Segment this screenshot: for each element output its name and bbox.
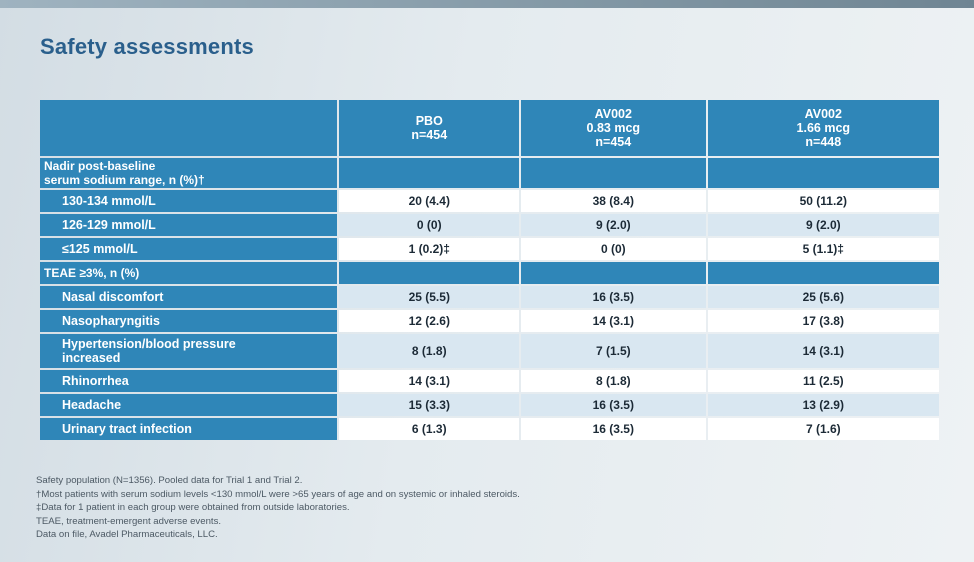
- section-empty-cell: [707, 262, 939, 284]
- row-label: Urinary tract infection: [40, 418, 338, 440]
- table-cell: 16 (3.5): [521, 394, 706, 416]
- table-cell: 17 (3.8): [707, 310, 939, 332]
- row-label: 126-129 mmol/L: [40, 214, 338, 236]
- column-header-av002-083: AV002 0.83 mcg n=454: [521, 100, 706, 156]
- section-label-line: serum sodium range, n (%)†: [44, 173, 205, 187]
- table-cell: 8 (1.8): [339, 334, 520, 368]
- table-cell: 25 (5.5): [339, 286, 520, 308]
- footnote: TEAE, treatment-emergent adverse events.: [36, 515, 222, 527]
- row-label: Headache: [40, 394, 338, 416]
- column-header-line: n=454: [411, 128, 448, 142]
- table-cell: 9 (2.0): [707, 214, 939, 236]
- section-empty-cell: [339, 262, 520, 284]
- row-label: Hypertension/blood pressure increased: [40, 334, 338, 368]
- section-label: Nadir post-baseline serum sodium range, …: [40, 158, 338, 188]
- section-header-sodium: Nadir post-baseline serum sodium range, …: [40, 158, 939, 188]
- row-label-line: Hypertension/blood pressure: [62, 337, 236, 351]
- table-row: Hypertension/blood pressure increased 8 …: [40, 334, 939, 368]
- table-cell: 50 (11.2): [707, 190, 939, 212]
- table-cell: 0 (0): [521, 238, 706, 260]
- table-cell: 8 (1.8): [521, 370, 706, 392]
- row-label: Nasopharyngitis: [40, 310, 338, 332]
- column-header-line: 0.83 mcg: [586, 121, 641, 135]
- header-row: PBO n=454 AV002 0.83 mcg n=454 AV002 1.6…: [40, 100, 939, 156]
- column-header-line: AV002: [594, 107, 632, 121]
- table-cell: 14 (3.1): [707, 334, 939, 368]
- column-header-line: n=448: [805, 135, 842, 149]
- table-cell: 20 (4.4): [339, 190, 520, 212]
- table-cell: 16 (3.5): [521, 418, 706, 440]
- table-row: Nasopharyngitis 12 (2.6) 14 (3.1) 17 (3.…: [40, 310, 939, 332]
- row-label: Nasal discomfort: [40, 286, 338, 308]
- table-row: Nasal discomfort 25 (5.5) 16 (3.5) 25 (5…: [40, 286, 939, 308]
- table-row: Headache 15 (3.3) 16 (3.5) 13 (2.9): [40, 394, 939, 416]
- table-cell: 7 (1.5): [521, 334, 706, 368]
- footnote: †Most patients with serum sodium levels …: [36, 488, 520, 500]
- table-cell: 5 (1.1)‡: [707, 238, 939, 260]
- table-cell: 25 (5.6): [707, 286, 939, 308]
- footnote: ‡Data for 1 patient in each group were o…: [36, 502, 350, 513]
- footnotes: Safety population (N=1356). Pooled data …: [36, 474, 936, 542]
- table-row: Urinary tract infection 6 (1.3) 16 (3.5)…: [40, 418, 939, 440]
- table-row: ≤125 mmol/L 1 (0.2)‡ 0 (0) 5 (1.1)‡: [40, 238, 939, 260]
- row-label-line: increased: [62, 351, 121, 365]
- column-header-line: n=454: [595, 135, 632, 149]
- section-header-teae: TEAE ≥3%, n (%): [40, 262, 939, 284]
- table-row: Rhinorrhea 14 (3.1) 8 (1.8) 11 (2.5): [40, 370, 939, 392]
- footnote: Data on file, Avadel Pharmaceuticals, LL…: [36, 529, 218, 540]
- slide-top-border: [0, 0, 974, 8]
- row-label: 130-134 mmol/L: [40, 190, 338, 212]
- table-cell: 14 (3.1): [521, 310, 706, 332]
- slide-title: Safety assessments: [40, 34, 254, 59]
- section-empty-cell: [707, 158, 939, 188]
- column-header-av002-166: AV002 1.66 mcg n=448: [707, 100, 939, 156]
- table-cell: 1 (0.2)‡: [339, 238, 520, 260]
- row-label: Rhinorrhea: [40, 370, 338, 392]
- section-empty-cell: [521, 262, 706, 284]
- section-empty-cell: [521, 158, 706, 188]
- section-label-line: Nadir post-baseline: [44, 159, 156, 173]
- table-cell: 6 (1.3): [339, 418, 520, 440]
- table-row: 126-129 mmol/L 0 (0) 9 (2.0) 9 (2.0): [40, 214, 939, 236]
- column-header-pbo: PBO n=454: [339, 100, 520, 156]
- table-row: 130-134 mmol/L 20 (4.4) 38 (8.4) 50 (11.…: [40, 190, 939, 212]
- section-label: TEAE ≥3%, n (%): [40, 262, 338, 284]
- row-label: ≤125 mmol/L: [40, 238, 338, 260]
- column-header-line: PBO: [415, 114, 443, 128]
- footnote: Safety population (N=1356). Pooled data …: [36, 475, 303, 486]
- table-cell: 9 (2.0): [521, 214, 706, 236]
- table-cell: 14 (3.1): [339, 370, 520, 392]
- table-cell: 38 (8.4): [521, 190, 706, 212]
- safety-table: PBO n=454 AV002 0.83 mcg n=454 AV002 1.6…: [38, 98, 941, 442]
- table-cell: 16 (3.5): [521, 286, 706, 308]
- table-cell: 11 (2.5): [707, 370, 939, 392]
- table-cell: 0 (0): [339, 214, 520, 236]
- table-cell: 7 (1.6): [707, 418, 939, 440]
- header-corner-cell: [40, 100, 338, 156]
- section-empty-cell: [339, 158, 520, 188]
- table-cell: 13 (2.9): [707, 394, 939, 416]
- table-cell: 12 (2.6): [339, 310, 520, 332]
- table-cell: 15 (3.3): [339, 394, 520, 416]
- column-header-line: AV002: [804, 107, 842, 121]
- column-header-line: 1.66 mcg: [796, 121, 851, 135]
